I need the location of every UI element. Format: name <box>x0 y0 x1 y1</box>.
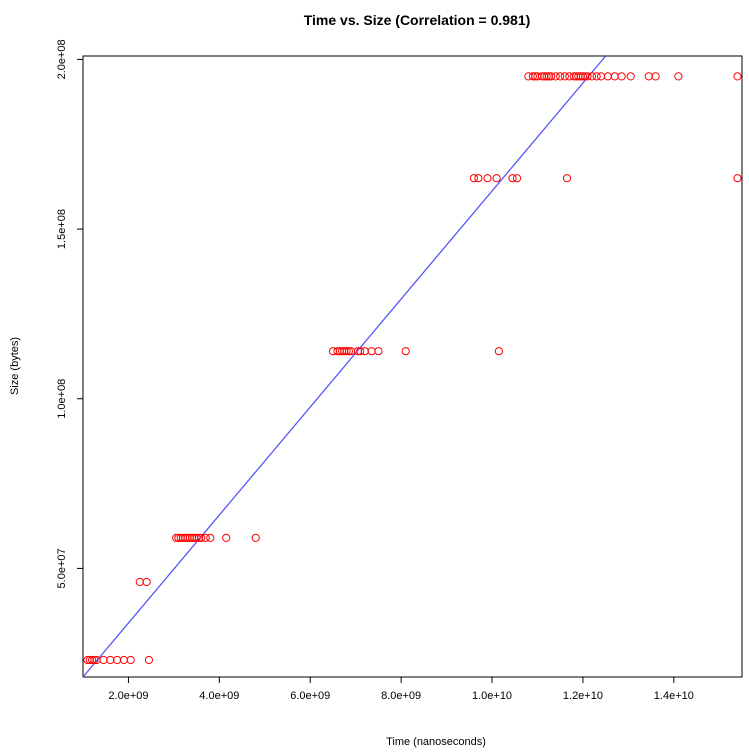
data-point <box>142 577 151 587</box>
data-point <box>222 533 231 543</box>
data-point <box>492 174 501 183</box>
x-axis: 2.0e+09 4.0e+09 6.0e+09 8.0e+09 1.0e+10 1.2e+… <box>108 677 694 702</box>
data-point <box>144 655 153 665</box>
x-axis-label: Time (nanoseconds) <box>386 736 486 748</box>
data-point <box>508 174 517 183</box>
data-point <box>583 72 592 81</box>
plot-area-frame <box>82 55 743 678</box>
regression-line <box>82 55 607 678</box>
y-axis-label: Size (bytes) <box>9 337 21 395</box>
y-tick-label: 5.0e+07 <box>56 548 68 588</box>
data-point <box>469 174 478 183</box>
x-tick-label: 8.0e+09 <box>381 690 421 702</box>
data-point <box>733 174 742 183</box>
x-tick-label: 2.0e+09 <box>108 690 148 702</box>
data-point <box>401 347 410 356</box>
data-point <box>197 533 206 543</box>
data-point <box>562 174 572 183</box>
data-point <box>556 72 565 81</box>
data-point <box>733 72 742 81</box>
data-point <box>587 72 597 81</box>
x-tick-label: 1.2e+10 <box>563 690 603 702</box>
data-point <box>528 72 538 81</box>
fit-line-layer <box>82 55 607 678</box>
data-point <box>551 72 560 81</box>
x-tick-label: 1.4e+10 <box>654 690 694 702</box>
data-point <box>99 655 108 665</box>
x-tick-label: 4.0e+09 <box>199 690 239 702</box>
data-point <box>474 174 483 183</box>
data-point <box>644 72 653 81</box>
data-point <box>483 174 492 183</box>
data-point <box>344 347 353 356</box>
data-point <box>201 533 210 543</box>
data-point <box>126 655 135 665</box>
data-point <box>251 533 260 543</box>
chart-title: Time vs. Size (Correlation = 0.981) <box>304 12 531 28</box>
data-point <box>597 72 606 81</box>
data-point <box>512 174 522 183</box>
data-point <box>560 72 569 81</box>
y-axis: 5.0e+07 1.0e+08 1.5e+08 2.0e+08 <box>56 39 83 588</box>
data-point <box>547 72 556 81</box>
data-point <box>90 655 99 665</box>
data-point <box>360 347 369 356</box>
data-point <box>603 72 613 81</box>
data-point <box>494 347 503 356</box>
data-point <box>651 72 660 81</box>
data-point <box>119 655 129 665</box>
data-point <box>342 347 351 356</box>
data-point <box>367 347 376 356</box>
points-layer <box>83 72 742 665</box>
data-point <box>610 72 619 81</box>
data-point <box>578 72 588 81</box>
data-point <box>374 347 383 356</box>
data-point <box>113 655 122 665</box>
data-point <box>626 72 635 81</box>
x-tick-label: 6.0e+09 <box>290 690 330 702</box>
data-point <box>135 577 144 587</box>
data-point <box>674 72 683 81</box>
y-tick-label: 1.0e+08 <box>56 379 68 419</box>
data-point <box>356 347 365 356</box>
data-point <box>192 533 201 543</box>
y-tick-label: 1.5e+08 <box>56 209 68 249</box>
data-point <box>592 72 601 81</box>
data-point <box>88 655 97 665</box>
y-tick-label: 2.0e+08 <box>56 39 68 79</box>
x-tick-label: 1.0e+10 <box>472 690 512 702</box>
data-point <box>106 655 115 665</box>
data-point <box>542 72 551 81</box>
data-point <box>206 533 215 543</box>
data-point <box>617 72 626 81</box>
